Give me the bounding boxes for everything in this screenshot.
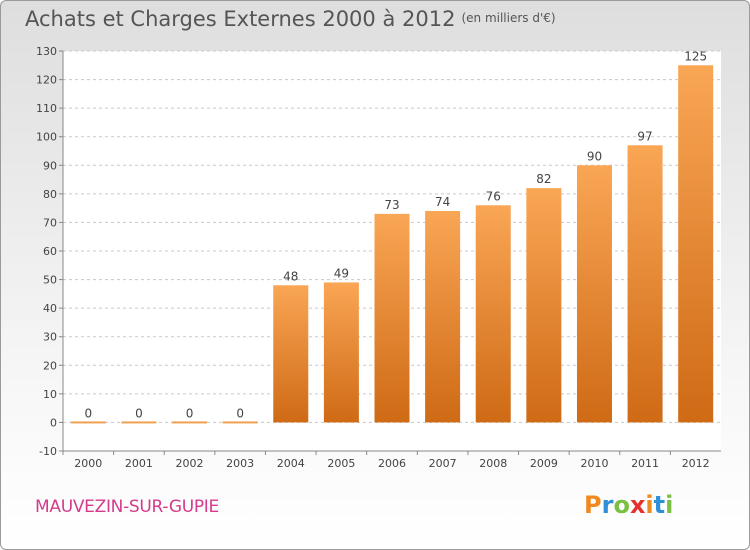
y-tick-label: 120	[36, 74, 57, 87]
y-tick-label: 0	[50, 416, 57, 429]
data-label: 0	[135, 406, 143, 420]
y-tick-label: 90	[43, 159, 57, 172]
x-tick-label: 2005	[327, 457, 355, 470]
proxiti-logo: Proxiti	[584, 491, 673, 519]
y-tick-label: 130	[36, 45, 57, 58]
logo-letter: x	[629, 491, 646, 519]
bar	[627, 145, 663, 423]
x-tick-label: 2007	[429, 457, 457, 470]
y-tick-label: 10	[43, 388, 57, 401]
x-tick-label: 2002	[176, 457, 204, 470]
y-tick-label: 50	[43, 274, 57, 287]
bar	[425, 211, 461, 423]
chart-title-text: Achats et Charges Externes 2000 à 2012	[25, 7, 456, 31]
bar	[678, 65, 714, 423]
bar	[323, 282, 359, 423]
logo-letter: t	[653, 491, 666, 519]
data-label: 125	[684, 49, 707, 63]
x-tick-label: 2000	[74, 457, 102, 470]
y-tick-label: 100	[36, 131, 57, 144]
bar	[526, 188, 562, 423]
bar	[172, 421, 208, 424]
data-label: 76	[486, 189, 501, 203]
logo-letter: r	[601, 491, 614, 519]
bar	[70, 421, 106, 424]
y-tick-label: 70	[43, 216, 57, 229]
y-tick-label: 80	[43, 188, 57, 201]
data-label: 90	[587, 149, 602, 163]
data-label: 0	[186, 406, 194, 420]
chart-unit: (en milliers d'€)	[461, 11, 556, 25]
y-tick-label: 20	[43, 359, 57, 372]
y-tick-label: 40	[43, 302, 57, 315]
plot-area: -10 0 10 20 30 40 50 60 70 80 90 100 110 120 130 2000 0 2…	[36, 45, 721, 470]
bar	[374, 213, 410, 423]
bar	[273, 285, 309, 423]
bar	[576, 165, 612, 423]
data-label: 0	[236, 406, 244, 420]
x-tick-label: 2011	[631, 457, 659, 470]
data-label: 48	[283, 269, 298, 283]
data-label: 49	[334, 266, 349, 280]
x-tick-label: 2001	[125, 457, 153, 470]
x-tick-label: 2004	[277, 457, 305, 470]
data-label: 74	[435, 195, 450, 209]
y-tick-label: 110	[36, 102, 57, 115]
logo-letter: o	[613, 491, 630, 519]
chart-title: Achats et Charges Externes 2000 à 2012 (e…	[25, 7, 556, 31]
bar	[475, 205, 511, 423]
data-label: 97	[637, 129, 652, 143]
data-label: 0	[84, 406, 92, 420]
x-tick-label: 2006	[378, 457, 406, 470]
logo-letter: i	[665, 491, 674, 519]
commune-name: MAUVEZIN-SUR-GUPIE	[35, 497, 219, 517]
x-tick-label: 2009	[530, 457, 558, 470]
x-tick-label: 2003	[226, 457, 254, 470]
x-tick-label: 2008	[479, 457, 507, 470]
data-label: 82	[536, 172, 551, 186]
bar	[121, 421, 157, 424]
bar	[222, 421, 258, 424]
y-tick-label: 30	[43, 331, 57, 344]
y-tick-label: -10	[39, 445, 57, 458]
data-label: 73	[384, 198, 399, 212]
x-tick-label: 2010	[580, 457, 608, 470]
logo-letter: i	[645, 491, 654, 519]
logo-letter: P	[584, 491, 602, 519]
y-tick-label: 60	[43, 245, 57, 258]
x-tick-label: 2012	[682, 457, 710, 470]
